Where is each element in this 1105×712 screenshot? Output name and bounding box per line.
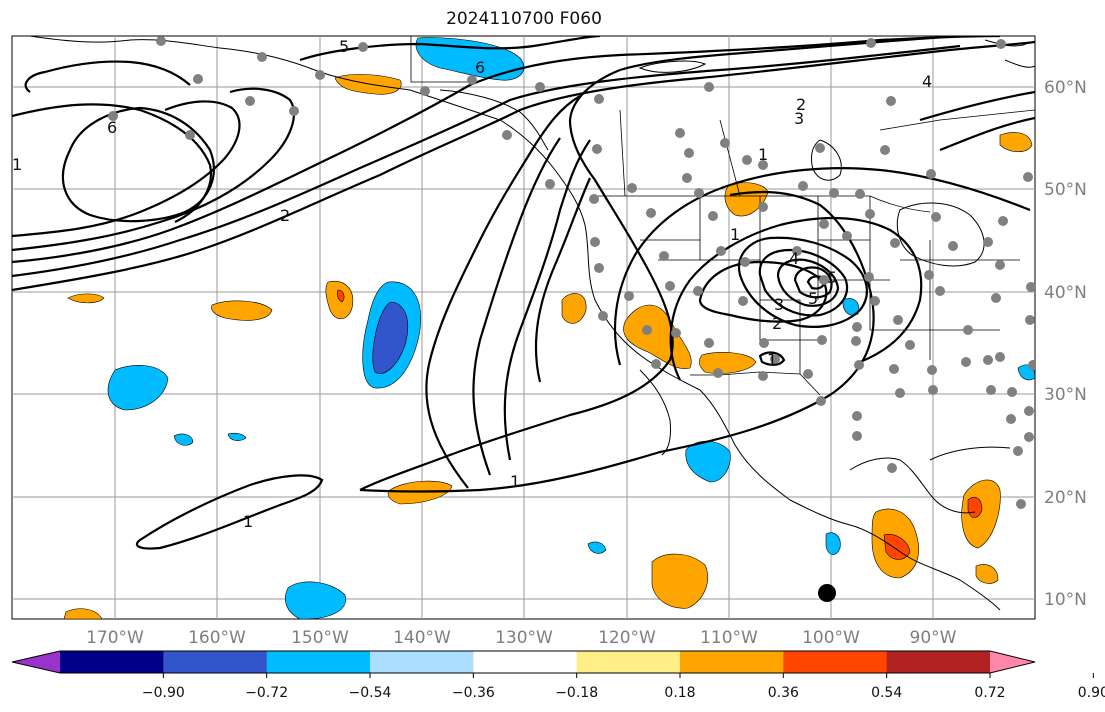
colorbar-segment <box>163 651 268 673</box>
colorbar-outline <box>11 650 1036 674</box>
colorbar-tick-label: −0.90 <box>142 685 185 701</box>
contour-label: 1 <box>510 472 520 491</box>
colorbar-tick-label: −0.18 <box>555 685 598 701</box>
colorbar-segment <box>60 651 164 673</box>
colorbar-tick-label: 0.90 <box>1078 685 1105 701</box>
contour-label: 1 <box>767 350 777 369</box>
colorbar-tick-label: −0.36 <box>452 685 495 701</box>
lat-label: 20°N <box>1044 488 1087 508</box>
colorbar-segment <box>576 651 681 673</box>
positive-patch-subtropical-b <box>211 300 273 321</box>
contour-label: 4 <box>789 249 799 268</box>
positive-patch-bering <box>334 74 402 95</box>
negative-patch-west-pacific <box>107 365 169 411</box>
latitude-axis: 60°N 50°N 40°N 30°N 20°N 10°N <box>1044 78 1087 610</box>
contour-label-layer: 5 6 6 2 1 1 1 1 4 2 3 1 4 3 5 2 1 5 <box>12 37 932 531</box>
lon-label: 140°W <box>393 628 451 648</box>
contour-label: 6 <box>475 58 485 77</box>
positive-patch-baja <box>623 304 692 370</box>
lon-label: 100°W <box>802 628 860 648</box>
map-title: 2024110700 F060 <box>446 9 602 29</box>
lon-label: 160°W <box>188 628 246 648</box>
lat-label: 30°N <box>1044 385 1087 405</box>
contour-label: 5 <box>339 37 349 56</box>
contour-label: 3 <box>794 109 804 128</box>
colorbar: −0.90 −0.72 −0.54 −0.36 −0.18 0.18 0.36 0.54 0.7… <box>11 650 1105 701</box>
lat-label: 40°N <box>1044 283 1087 303</box>
lat-label: 50°N <box>1044 180 1087 200</box>
colorbar-tick-label: −0.72 <box>245 685 288 701</box>
colorbar-tick-label: 0.36 <box>768 685 799 701</box>
colorbar-segment <box>266 651 371 673</box>
negative-core-central-pacific <box>372 301 409 374</box>
colorbar-segment <box>783 651 888 673</box>
large-station-marker <box>818 584 836 602</box>
lat-label: 60°N <box>1044 78 1087 98</box>
colorbar-tick-label: 0.54 <box>871 685 902 701</box>
colorbar-extend-high <box>990 651 1035 673</box>
contour-label: 4 <box>922 72 932 91</box>
lon-label: 150°W <box>291 628 349 648</box>
contour-label: 2 <box>280 206 290 225</box>
contour-label: 6 <box>107 118 117 137</box>
lat-label: 10°N <box>1044 590 1087 610</box>
lon-label: 120°W <box>598 628 656 648</box>
contour-label: 1 <box>12 155 22 174</box>
lon-label: 130°W <box>495 628 553 648</box>
station-dots <box>108 36 1035 509</box>
contour-label: 2 <box>772 314 782 333</box>
colorbar-segment <box>370 651 474 673</box>
contour-label: 5 <box>827 268 837 287</box>
colorbar-tick-label: −0.54 <box>349 685 392 701</box>
contour-label: 1 <box>243 512 253 531</box>
lon-label: 90°W <box>910 628 957 648</box>
contour-label: 5 <box>808 289 818 308</box>
contour-label: 2 <box>796 95 806 114</box>
colorbar-segment <box>473 651 578 673</box>
colorbar-tick-label: 0.72 <box>974 685 1005 701</box>
contour-label: 1 <box>758 145 768 164</box>
lon-label: 170°W <box>86 628 144 648</box>
colorbar-segment <box>680 651 784 673</box>
colorbar-segment <box>886 651 991 673</box>
colorbar-extend-low <box>12 651 60 673</box>
colorbar-tick-label: 0.18 <box>664 685 695 701</box>
lon-label: 110°W <box>700 628 758 648</box>
contour-label: 3 <box>774 295 784 314</box>
contour-label: 1 <box>730 225 740 244</box>
graticule <box>12 36 1035 619</box>
longitude-axis: 170°W 160°W 150°W 140°W 130°W 120°W 110°… <box>86 628 957 648</box>
